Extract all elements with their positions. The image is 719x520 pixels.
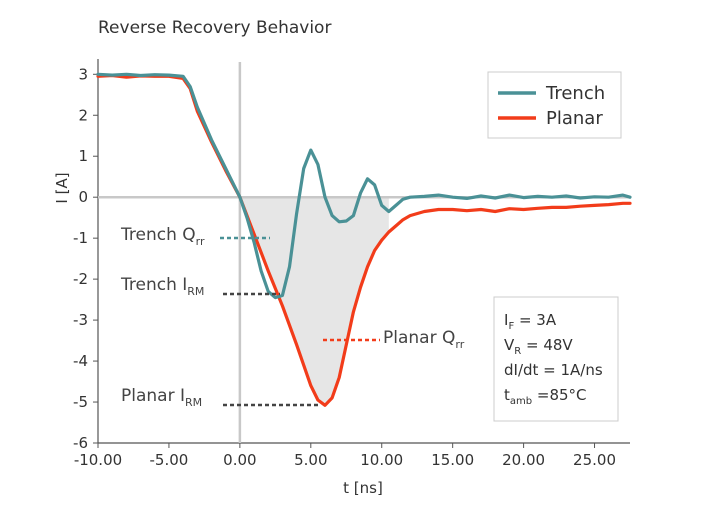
x-tick-label: -10.00: [74, 451, 122, 469]
chart-title: Reverse Recovery Behavior: [98, 18, 331, 38]
series-line-trench: [96, 72, 632, 300]
y-tick-label: -4: [73, 352, 88, 370]
y-tick-label: 1: [78, 147, 88, 165]
condition-vr: VR = 48V: [504, 336, 573, 357]
y-axis-label: I [A]: [53, 172, 71, 203]
x-tick-label: 20.00: [502, 451, 545, 469]
x-tick-label: -5.00: [150, 451, 189, 469]
annotation-trench-irm: Trench IRM: [120, 275, 204, 298]
x-tick-label: 5.00: [294, 451, 327, 469]
conditions-box: IF = 3A VR = 48V dI/dt = 1A/ns tamb =85°…: [493, 296, 619, 422]
x-tick-label: 10.00: [360, 451, 403, 469]
y-tick-label: -5: [73, 393, 88, 411]
annotation-trench-qrr: Trench Qrr: [120, 225, 205, 248]
y-tick-label: -3: [73, 311, 88, 329]
plot-area: 3 2 1 0 -1 -2 -3 -4 -5 -6-10.00 -5.00 0.00 5.00 10.00…: [73, 59, 632, 469]
y-tick-label: -1: [73, 229, 88, 247]
x-tick-label: 0.00: [223, 451, 256, 469]
legend: Trench Planar: [487, 71, 622, 139]
y-tick-label: 2: [78, 106, 88, 124]
qrr-shaded-area: [239, 197, 389, 406]
y-tick-label: 0: [78, 188, 88, 206]
x-axis-label: t [ns]: [343, 479, 383, 497]
y-tick-label: 3: [78, 65, 88, 83]
annotation-planar-irm: Planar IRM: [121, 386, 202, 409]
condition-didt: dI/dt = 1A/ns: [504, 361, 603, 379]
annotations: Trench Qrr Trench IRM Planar Qrr Planar …: [120, 225, 465, 409]
legend-label-trench: Trench: [545, 83, 605, 104]
legend-label-planar: Planar: [546, 108, 603, 129]
y-tick-label: -6: [73, 434, 88, 452]
y-tick-label: -2: [73, 270, 88, 288]
condition-tamb: tamb =85°C: [504, 386, 587, 407]
condition-if: IF = 3A: [504, 311, 557, 332]
x-tick-label: 15.00: [431, 451, 474, 469]
annotation-planar-qrr: Planar Qrr: [383, 328, 465, 351]
x-tick-label: 25.00: [573, 451, 616, 469]
